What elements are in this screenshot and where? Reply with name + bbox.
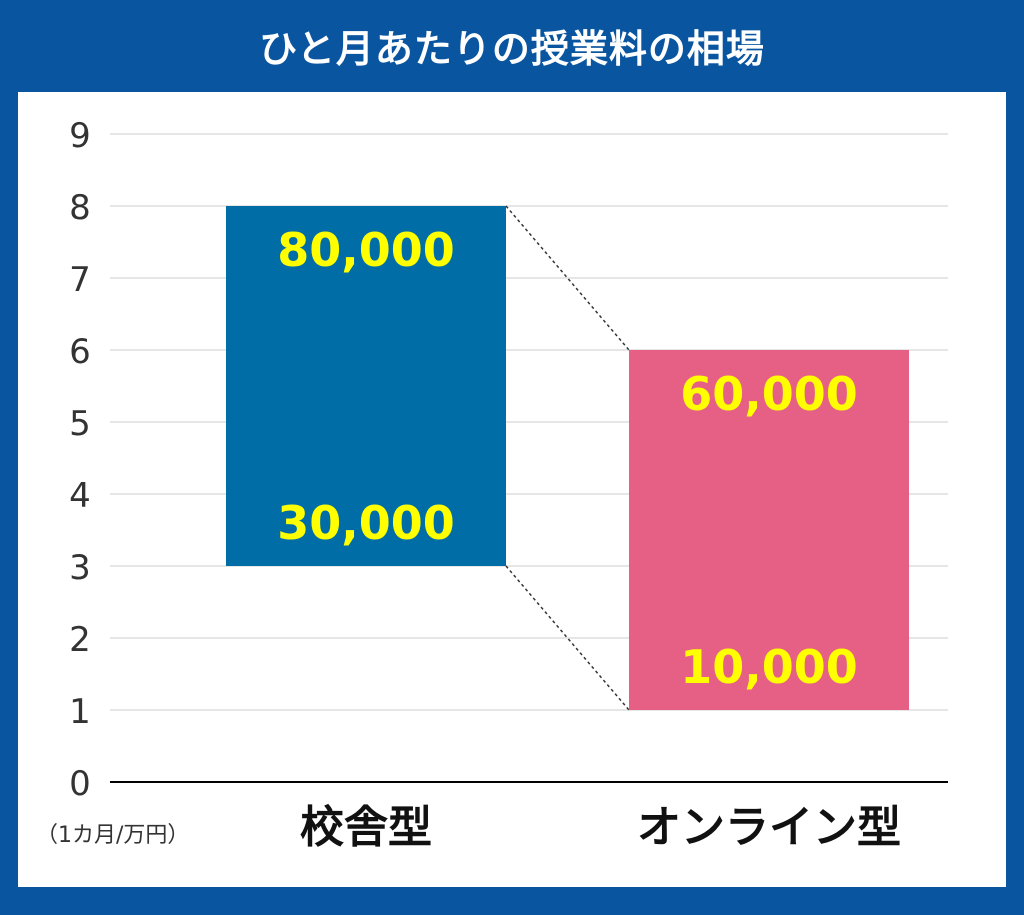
y-tick-label: 1 <box>69 692 91 732</box>
y-tick-label: 0 <box>69 764 91 804</box>
connector-line-bottom <box>505 565 630 711</box>
bar-school <box>226 206 506 566</box>
bar-online <box>629 350 909 710</box>
bar-low-label: 30,000 <box>277 496 455 550</box>
y-unit-note: （1カ月/万円） <box>36 823 189 848</box>
y-tick-label: 8 <box>69 188 91 228</box>
y-tick-label: 7 <box>69 260 91 300</box>
x-category-label: オンライン型 <box>637 802 901 853</box>
bar-high-label: 80,000 <box>277 223 455 277</box>
y-tick-label: 4 <box>69 476 91 516</box>
range-bar-chart: 80,000 30,000 60,000 10,000 0 1 2 3 4 5 6 7 8 9 校舎型 オ… <box>36 116 948 853</box>
y-tick-label: 5 <box>69 404 91 444</box>
connector-lines <box>505 205 630 711</box>
connector-line-top <box>505 205 630 351</box>
x-category-labels: 校舎型 オンライン型 <box>300 802 901 853</box>
bar-high-label: 60,000 <box>680 367 858 421</box>
y-tick-label: 3 <box>69 548 91 588</box>
y-tick-label: 2 <box>69 620 91 660</box>
y-tick-label: 9 <box>69 116 91 156</box>
y-tick-labels: 0 1 2 3 4 5 6 7 8 9 <box>69 116 91 804</box>
chart-panel: 80,000 30,000 60,000 10,000 0 1 2 3 4 5 6 7 8 9 校舎型 オ… <box>18 92 1006 887</box>
x-category-label: 校舎型 <box>300 802 432 853</box>
y-tick-label: 6 <box>69 332 91 372</box>
chart-title: ひと月あたりの授業料の相場 <box>259 27 765 71</box>
bar-low-label: 10,000 <box>680 640 858 694</box>
bars: 80,000 30,000 60,000 10,000 <box>226 206 909 710</box>
